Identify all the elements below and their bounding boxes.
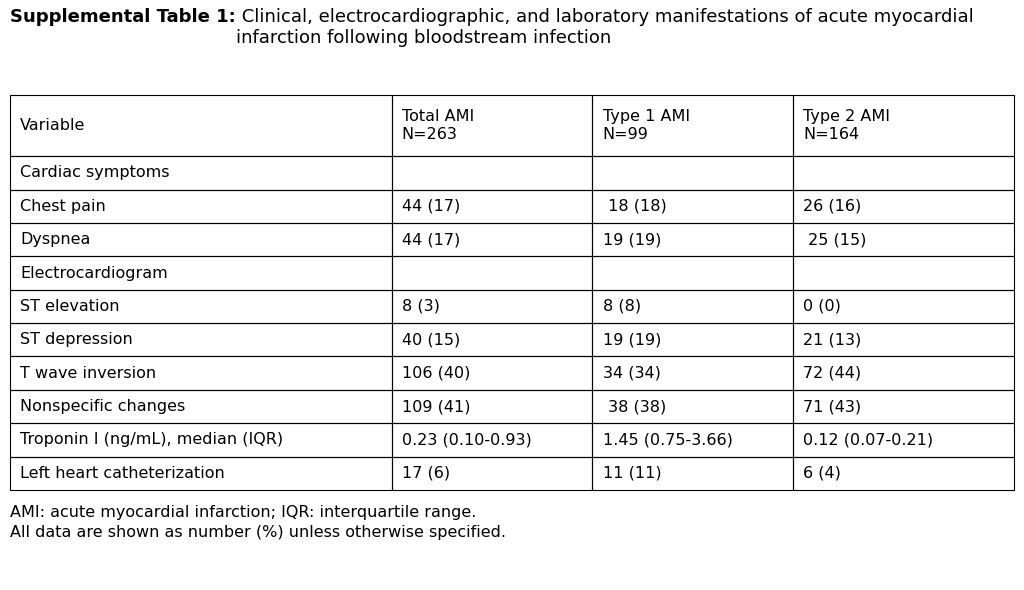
Text: Left heart catheterization: Left heart catheterization <box>20 466 225 481</box>
Text: 34 (34): 34 (34) <box>602 366 660 381</box>
Text: Clinical, electrocardiographic, and laboratory manifestations of acute myocardia: Clinical, electrocardiographic, and labo… <box>236 8 974 47</box>
Text: Supplemental Table 1:: Supplemental Table 1: <box>10 8 236 26</box>
Text: 1.45 (0.75-3.66): 1.45 (0.75-3.66) <box>602 432 732 447</box>
Text: 38 (38): 38 (38) <box>602 399 666 414</box>
Text: Nonspecific changes: Nonspecific changes <box>20 399 185 414</box>
Text: Cardiac symptoms: Cardiac symptoms <box>20 165 170 181</box>
Text: Electrocardiogram: Electrocardiogram <box>20 266 168 281</box>
Text: 26 (16): 26 (16) <box>804 199 861 214</box>
Text: 72 (44): 72 (44) <box>804 366 861 381</box>
Text: Chest pain: Chest pain <box>20 199 106 214</box>
Text: 0 (0): 0 (0) <box>804 299 842 314</box>
Text: Troponin I (ng/mL), median (IQR): Troponin I (ng/mL), median (IQR) <box>20 432 284 447</box>
Text: Dyspnea: Dyspnea <box>20 232 90 247</box>
Text: Type 2 AMI
N=164: Type 2 AMI N=164 <box>804 109 890 142</box>
Text: 40 (15): 40 (15) <box>401 332 460 348</box>
Text: 44 (17): 44 (17) <box>401 199 460 214</box>
Text: All data are shown as number (%) unless otherwise specified.: All data are shown as number (%) unless … <box>10 525 506 540</box>
Text: 18 (18): 18 (18) <box>602 199 667 214</box>
Text: Total AMI
N=263: Total AMI N=263 <box>401 109 474 142</box>
Text: ST elevation: ST elevation <box>20 299 120 314</box>
Text: 17 (6): 17 (6) <box>401 466 450 481</box>
Text: 71 (43): 71 (43) <box>804 399 861 414</box>
Text: 8 (8): 8 (8) <box>602 299 641 314</box>
Text: 19 (19): 19 (19) <box>602 332 660 348</box>
Text: Type 1 AMI
N=99: Type 1 AMI N=99 <box>602 109 690 142</box>
Text: 6 (4): 6 (4) <box>804 466 842 481</box>
Text: 0.23 (0.10-0.93): 0.23 (0.10-0.93) <box>401 432 531 447</box>
Text: 106 (40): 106 (40) <box>401 366 470 381</box>
Text: 0.12 (0.07-0.21): 0.12 (0.07-0.21) <box>804 432 934 447</box>
Text: Variable: Variable <box>20 118 86 133</box>
Text: 8 (3): 8 (3) <box>401 299 439 314</box>
Text: 11 (11): 11 (11) <box>602 466 662 481</box>
Text: AMI: acute myocardial infarction; IQR: interquartile range.: AMI: acute myocardial infarction; IQR: i… <box>10 505 476 520</box>
Text: T wave inversion: T wave inversion <box>20 366 157 381</box>
Text: 25 (15): 25 (15) <box>804 232 866 247</box>
Text: 44 (17): 44 (17) <box>401 232 460 247</box>
Text: 19 (19): 19 (19) <box>602 232 660 247</box>
Text: ST depression: ST depression <box>20 332 133 348</box>
Text: 21 (13): 21 (13) <box>804 332 861 348</box>
Text: 109 (41): 109 (41) <box>401 399 470 414</box>
